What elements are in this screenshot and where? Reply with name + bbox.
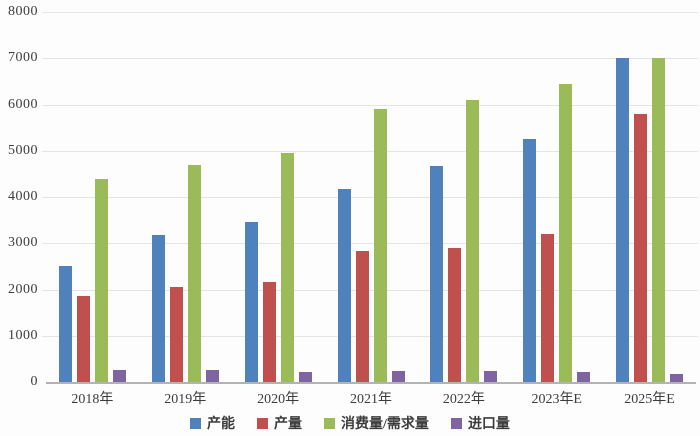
bar-imports-2022 [484,371,498,382]
plot-area [42,12,698,384]
bar-consumption-2020 [280,153,294,382]
legend-swatch-output [257,417,269,429]
bar-output-2018 [76,296,90,382]
bar-imports-2020 [298,371,312,382]
y-tick-label-5000: 5000 [8,142,38,158]
bar-group-2023E [510,12,603,382]
bar-group-2019 [139,12,232,382]
x-axis: 2018年 2019年 2020年 2021年 2022年 2023年E 2025年E [46,388,696,408]
y-tick-label-7000: 7000 [8,50,38,66]
gridline-3000 [42,243,698,245]
bar-capacity-2023E [523,139,537,382]
bar-imports-2023E [577,371,591,382]
bar-capacity-2020 [244,221,258,382]
legend-item-consumption: 消费量/需求量 [324,413,429,433]
legend-label-output: 产量 [274,417,303,432]
x-tick-label-2021: 2021年 [350,392,392,407]
bar-imports-2025E [670,374,684,382]
legend-label-imports: 进口量 [467,417,510,432]
bar-capacity-2019 [151,235,165,382]
bar-capacity-2022 [430,166,444,382]
bar-output-2020 [262,281,276,382]
legend-item-capacity: 产能 [190,413,235,433]
bar-consumption-2018 [94,178,108,382]
bar-capacity-2018 [58,266,72,382]
bar-consumption-2019 [187,164,201,382]
legend-swatch-capacity [190,417,202,429]
y-axis: 0 1000 2000 3000 4000 5000 6000 7000 8000 [0,4,38,389]
bar-imports-2021 [391,371,405,382]
gridline-1000 [42,335,698,337]
bar-imports-2018 [112,369,126,382]
gridline-4000 [42,197,698,198]
bar-consumption-2021 [373,109,387,382]
x-tick-label-2025E: 2025年E [624,392,675,407]
bar-group-2018 [46,12,139,382]
bar-imports-2019 [205,369,219,382]
bar-group-2022 [417,12,510,382]
y-tick-label-6000: 6000 [8,96,38,112]
y-tick-label-4000: 4000 [8,189,38,204]
x-tick-label-2020: 2020年 [257,392,300,407]
gridline-2000 [42,289,698,291]
bar-output-2021 [355,251,369,382]
gridline-8000 [42,12,698,13]
gridline-5000 [42,150,698,152]
gridline-6000 [42,104,698,106]
gridline-7000 [42,58,698,60]
legend-item-imports: 进口量 [450,413,510,433]
x-tick-label-2023E: 2023年E [531,392,582,407]
bar-output-2023E [541,234,555,382]
legend: 产能 产量 消费量/需求量 进口量 [12,413,688,433]
legend-label-consumption: 消费量/需求量 [341,417,429,432]
y-tick-label-0: 0 [30,374,38,389]
legend-item-output: 产量 [257,413,302,433]
bar-groups [46,12,696,382]
bar-output-2025E [634,113,648,382]
y-tick-label-3000: 3000 [8,235,38,251]
legend-swatch-consumption [324,417,336,429]
legend-swatch-imports [450,417,462,429]
bar-consumption-2025E [652,58,666,382]
bar-group-2021 [325,12,418,382]
x-tick-label-2019: 2019年 [164,392,207,407]
x-tick-label-2022: 2022年 [442,392,485,407]
y-tick-label-2000: 2000 [8,281,38,297]
bar-capacity-2025E [616,58,630,382]
bar-group-2020 [232,12,325,382]
y-tick-label-1000: 1000 [8,327,38,343]
bar-group-2025E [603,12,696,382]
bar-consumption-2022 [466,99,480,382]
bar-consumption-2023E [559,83,573,382]
bar-output-2019 [169,287,183,382]
y-tick-label-8000: 8000 [8,4,38,19]
legend-label-capacity: 产能 [207,417,236,432]
x-tick-label-2018: 2018年 [71,392,114,407]
bar-capacity-2021 [337,188,351,382]
bar-output-2022 [448,247,462,382]
